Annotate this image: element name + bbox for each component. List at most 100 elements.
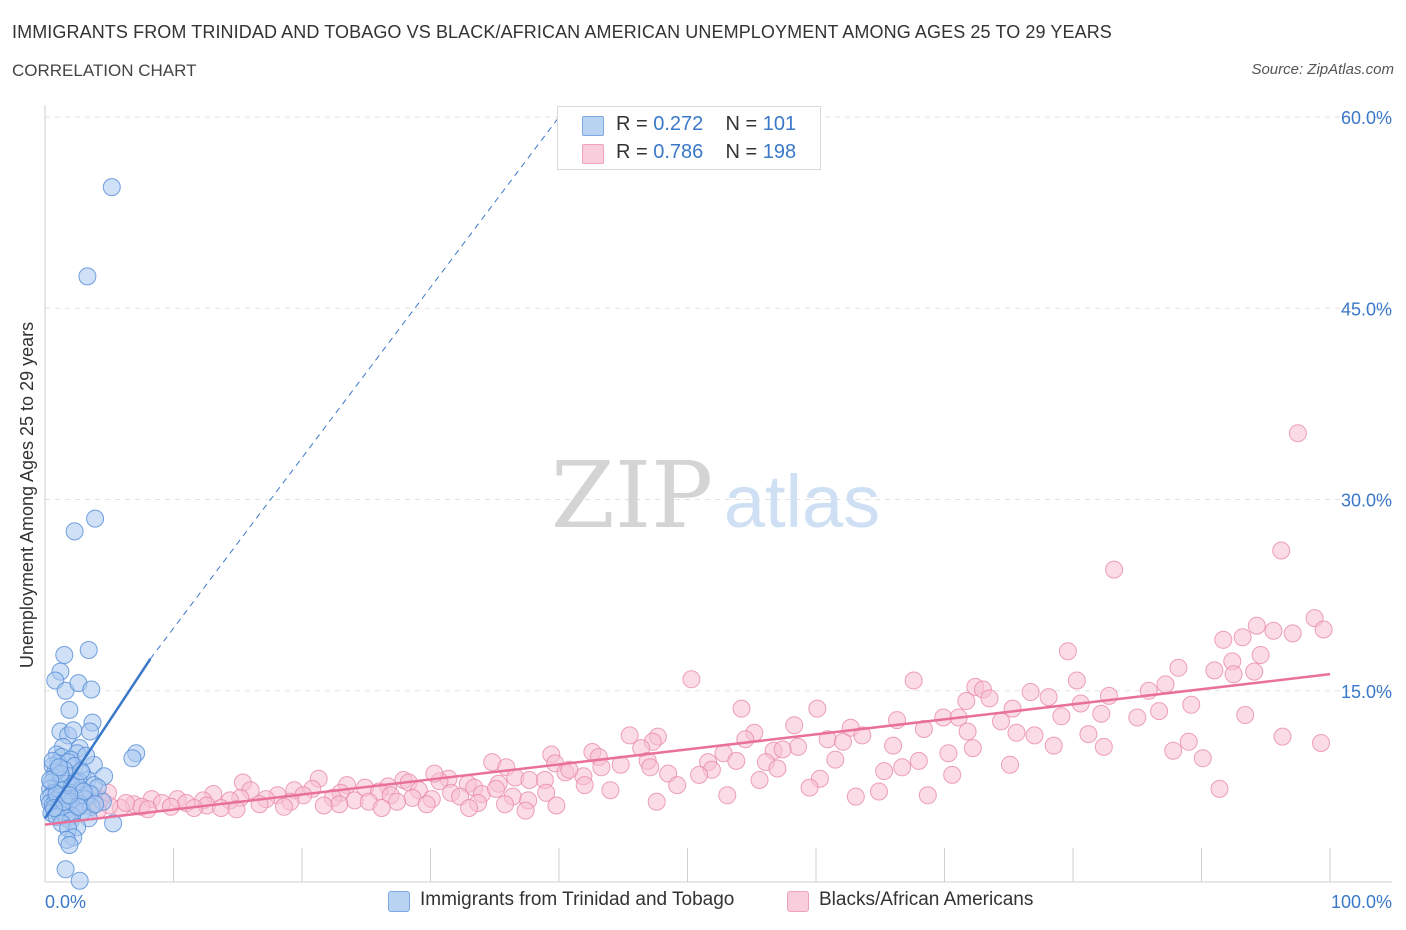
- blue-point: [55, 646, 74, 664]
- pink-point: [773, 740, 792, 759]
- x-tick-label: 100.0%: [1331, 892, 1392, 912]
- pink-point: [1067, 671, 1086, 690]
- pink-point: [1021, 683, 1040, 701]
- pink-point: [1044, 736, 1063, 755]
- blue-point: [86, 795, 105, 814]
- blue-point: [65, 522, 84, 541]
- legend-r-value: 0.272: [653, 113, 704, 135]
- pink-point: [641, 758, 660, 777]
- y-axis-label: Unemployment Among Ages 25 to 29 years: [17, 322, 37, 668]
- blue-point: [79, 641, 98, 659]
- pink-point: [460, 799, 479, 817]
- pink-point: [330, 795, 349, 814]
- gridlines: [45, 116, 1392, 692]
- pink-point: [1236, 706, 1255, 724]
- blue-point: [60, 836, 79, 854]
- pink-point: [537, 783, 556, 802]
- pink-point: [138, 800, 157, 819]
- pink-point: [1150, 702, 1169, 721]
- chart-subtitle: CORRELATION CHART: [12, 61, 197, 80]
- pink-point: [1179, 732, 1198, 751]
- blue-point: [102, 178, 121, 197]
- legend-n-value: 101: [762, 113, 797, 135]
- y-tick-label: 30.0%: [1341, 491, 1392, 511]
- pink-point: [1105, 560, 1124, 579]
- pink-point: [1210, 779, 1229, 798]
- pink-point: [957, 692, 976, 710]
- blue-point: [123, 749, 142, 768]
- pink-point: [212, 799, 230, 817]
- pink-point: [963, 739, 982, 758]
- pink-series-points: [46, 424, 1333, 820]
- pink-point: [1264, 621, 1283, 640]
- blue-trend-line: [43, 658, 152, 819]
- blue-point: [81, 722, 99, 741]
- pink-point: [668, 776, 687, 795]
- pink-point: [1039, 688, 1058, 707]
- pink-point: [870, 782, 888, 801]
- trend-lines: [43, 116, 1331, 826]
- pink-point: [768, 759, 787, 778]
- chart-title: IMMIGRANTS FROM TRINIDAD AND TOBAGO VS B…: [12, 22, 1112, 42]
- pink-point: [736, 730, 755, 749]
- pink-point: [893, 758, 912, 777]
- pink-point: [1025, 726, 1044, 745]
- pink-point: [846, 787, 865, 806]
- watermark: ZIP atlas: [551, 442, 880, 549]
- pink-point: [934, 708, 953, 727]
- legend-r-label: R =: [616, 113, 648, 135]
- pink-point: [1245, 662, 1264, 681]
- pink-point: [909, 751, 928, 770]
- pink-point: [227, 800, 246, 819]
- y-tick-label: 45.0%: [1341, 299, 1392, 319]
- pink-point: [496, 795, 514, 814]
- pink-point: [1001, 755, 1019, 774]
- pink-point: [647, 792, 666, 811]
- pink-point: [314, 796, 333, 815]
- pink-point: [980, 689, 999, 708]
- pink-point: [1205, 661, 1224, 680]
- pink-point: [884, 736, 903, 755]
- pink-point: [1312, 734, 1330, 752]
- pink-point: [161, 797, 180, 816]
- pink-point: [904, 671, 923, 690]
- pink-point: [727, 751, 746, 770]
- pink-point: [718, 786, 737, 805]
- watermark-atlas: atlas: [724, 460, 880, 543]
- pink-point: [875, 762, 894, 781]
- blue-point: [104, 814, 123, 833]
- pink-point: [690, 765, 709, 784]
- legend-n-value: 198: [762, 141, 797, 163]
- pink-point: [1182, 695, 1201, 714]
- pink-point: [826, 750, 845, 769]
- pink-point: [958, 722, 977, 741]
- pink-point: [1224, 665, 1243, 684]
- blue-point: [50, 758, 69, 777]
- blue-point: [86, 509, 105, 528]
- pink-point: [1283, 624, 1302, 643]
- pink-point: [1164, 741, 1183, 760]
- pink-point: [372, 799, 391, 817]
- pink-point: [417, 795, 436, 814]
- pink-point: [682, 670, 701, 689]
- pink-point: [1272, 541, 1291, 560]
- x-tick-labels: 0.0% 100.0%: [45, 892, 1392, 912]
- pink-point: [939, 744, 958, 763]
- pink-point: [560, 760, 579, 779]
- pink-point: [943, 765, 962, 784]
- blue-trend-extension: [149, 116, 560, 660]
- pink-point: [487, 779, 505, 798]
- legend-r-label: R =: [616, 141, 648, 163]
- pink-point: [1169, 658, 1188, 677]
- pink-point: [834, 732, 852, 751]
- blue-point: [56, 860, 75, 879]
- blue-point: [41, 771, 60, 789]
- blue-point: [70, 871, 89, 890]
- pink-point: [992, 712, 1010, 731]
- legend-n-label: N =: [725, 113, 758, 135]
- axes: [44, 105, 1392, 883]
- blue-point: [82, 680, 101, 699]
- blue-series-points: [39, 178, 146, 890]
- pink-point: [1128, 708, 1147, 727]
- pink-point: [1233, 628, 1252, 647]
